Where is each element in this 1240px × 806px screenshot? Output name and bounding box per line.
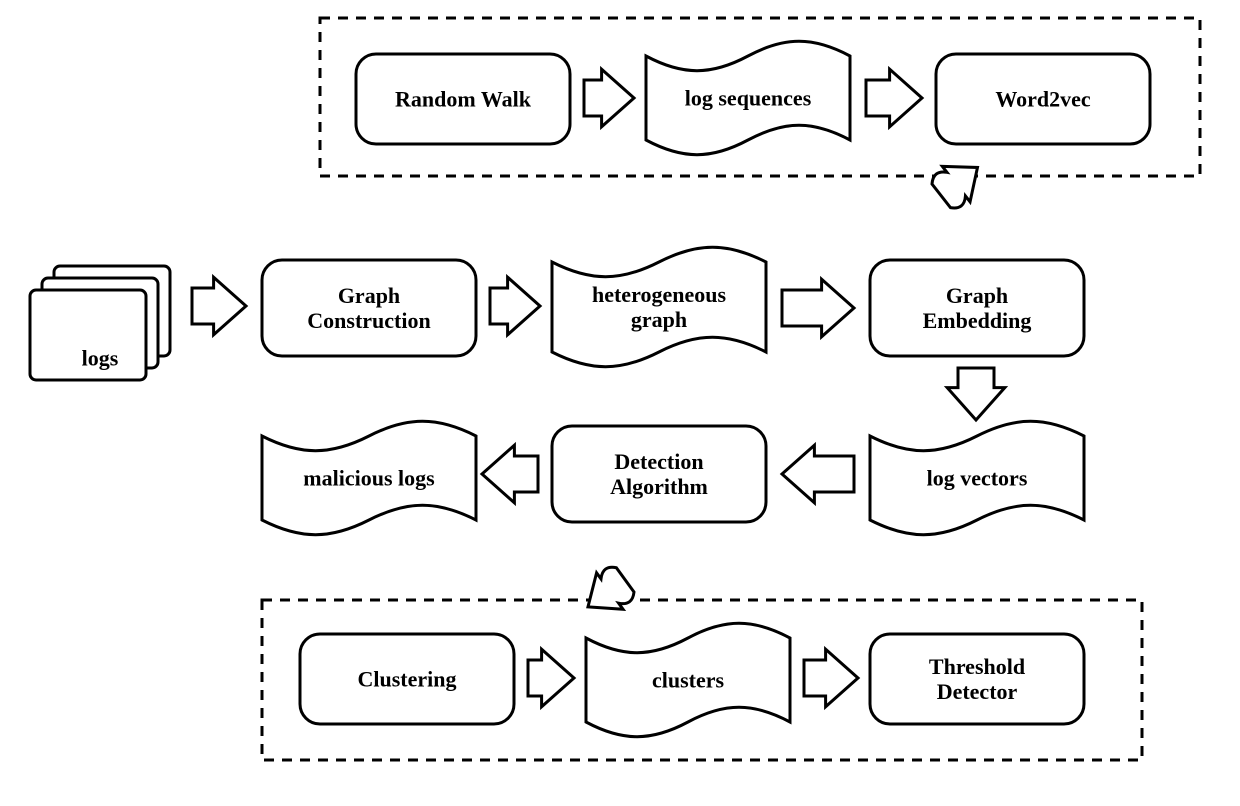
graph-embed-label: Embedding [923, 308, 1032, 333]
hetero-graph-label: graph [631, 307, 687, 332]
a-cls-td-arrow [804, 649, 858, 707]
clusters: clusters [586, 623, 790, 736]
log-sequences-label: log sequences [685, 86, 812, 111]
detection-alg-label: Algorithm [610, 474, 708, 499]
hetero-graph-label: heterogeneous [592, 282, 726, 307]
threshold-det: ThresholdDetector [870, 634, 1084, 724]
a-logs-gc-arrow [192, 277, 246, 335]
clustering-label: Clustering [358, 667, 457, 692]
clustering: Clustering [300, 634, 514, 724]
arrows-layer [192, 69, 1005, 707]
graph-embed-label: Graph [946, 283, 1008, 308]
a-hg-ge-arrow [782, 279, 854, 337]
log-vectors-label: log vectors [927, 466, 1028, 491]
clusters-label: clusters [652, 668, 725, 693]
a-rw-ls-arrow [584, 69, 634, 127]
graph-constr: GraphConstruction [262, 260, 476, 356]
random-walk: Random Walk [356, 54, 570, 144]
threshold-det-label: Detector [937, 679, 1018, 704]
logs-label: logs [82, 346, 119, 371]
log-vectors: log vectors [870, 421, 1084, 534]
a-lv-da-arrow [782, 445, 854, 503]
threshold-det-label: Threshold [929, 654, 1025, 679]
graph-constr-label: Graph [338, 283, 400, 308]
detection-alg: DetectionAlgorithm [552, 426, 766, 522]
a-gc-hg-arrow [490, 277, 540, 335]
malicious-logs: malicious logs [262, 421, 476, 534]
random-walk-label: Random Walk [395, 87, 532, 112]
a-bot-da-arrow [575, 562, 639, 625]
hetero-graph: heterogeneousgraph [552, 247, 766, 366]
a-ls-w2v-arrow [866, 69, 922, 127]
detection-alg-label: Detection [614, 449, 703, 474]
a-ge-lv-arrow [947, 368, 1005, 420]
word2vec-label: Word2vec [995, 87, 1091, 112]
graph-constr-label: Construction [307, 308, 430, 333]
a-da-ml-arrow [482, 445, 538, 503]
log-sequences: log sequences [646, 41, 850, 154]
graph-embed: GraphEmbedding [870, 260, 1084, 356]
a-top-ge-arrow [927, 150, 991, 214]
a-cl-cls-arrow [528, 649, 574, 707]
malicious-logs-label: malicious logs [303, 466, 435, 491]
word2vec: Word2vec [936, 54, 1150, 144]
logs: logs [30, 266, 170, 380]
